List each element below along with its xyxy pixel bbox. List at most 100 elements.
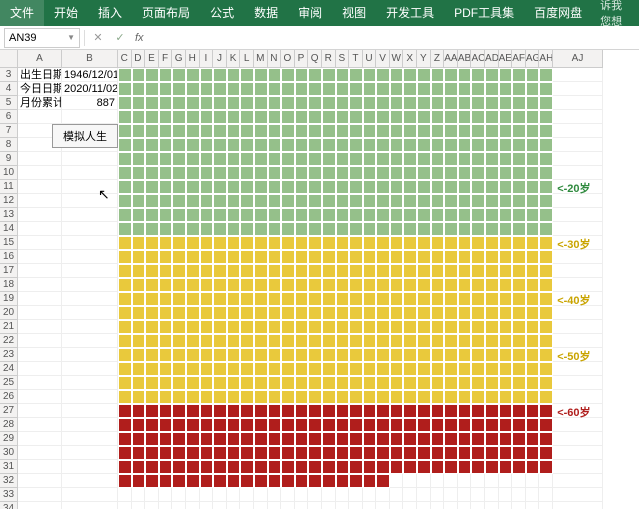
cell-H22[interactable] bbox=[186, 334, 200, 348]
cell-U33[interactable] bbox=[363, 488, 377, 502]
cell-E17[interactable] bbox=[145, 264, 159, 278]
cell-E10[interactable] bbox=[145, 166, 159, 180]
cell-E23[interactable] bbox=[145, 348, 159, 362]
cell-U32[interactable] bbox=[363, 474, 377, 488]
cell-L22[interactable] bbox=[240, 334, 254, 348]
cell-A20[interactable] bbox=[18, 306, 62, 320]
cell-G5[interactable] bbox=[172, 96, 186, 110]
cell-AE16[interactable] bbox=[499, 250, 513, 264]
cell-P6[interactable] bbox=[295, 110, 309, 124]
cell-AJ29[interactable] bbox=[553, 432, 603, 446]
cell-W8[interactable] bbox=[390, 138, 404, 152]
cell-Y20[interactable] bbox=[417, 306, 431, 320]
cell-V15[interactable] bbox=[376, 236, 390, 250]
cell-C15[interactable] bbox=[118, 236, 132, 250]
cell-O30[interactable] bbox=[281, 446, 295, 460]
cell-K27[interactable] bbox=[227, 404, 241, 418]
cell-G28[interactable] bbox=[172, 418, 186, 432]
cell-N29[interactable] bbox=[268, 432, 282, 446]
cell-J24[interactable] bbox=[213, 362, 227, 376]
cell-S7[interactable] bbox=[336, 124, 350, 138]
cell-B19[interactable] bbox=[62, 292, 118, 306]
cell-E33[interactable] bbox=[145, 488, 159, 502]
cell-P32[interactable] bbox=[295, 474, 309, 488]
cell-S9[interactable] bbox=[336, 152, 350, 166]
cell-AG3[interactable] bbox=[526, 68, 540, 82]
cell-AF7[interactable] bbox=[512, 124, 526, 138]
cell-AH23[interactable] bbox=[539, 348, 553, 362]
cell-AF3[interactable] bbox=[512, 68, 526, 82]
cell-I8[interactable] bbox=[200, 138, 214, 152]
cell-AF19[interactable] bbox=[512, 292, 526, 306]
cell-D5[interactable] bbox=[132, 96, 146, 110]
cell-J7[interactable] bbox=[213, 124, 227, 138]
cell-R15[interactable] bbox=[322, 236, 336, 250]
cell-M11[interactable] bbox=[254, 180, 268, 194]
cell-D18[interactable] bbox=[132, 278, 146, 292]
cell-Q31[interactable] bbox=[308, 460, 322, 474]
cell-Q19[interactable] bbox=[308, 292, 322, 306]
cell-Z24[interactable] bbox=[431, 362, 445, 376]
cell-E14[interactable] bbox=[145, 222, 159, 236]
cell-B28[interactable] bbox=[62, 418, 118, 432]
cell-C30[interactable] bbox=[118, 446, 132, 460]
cell-G15[interactable] bbox=[172, 236, 186, 250]
cell-P30[interactable] bbox=[295, 446, 309, 460]
cell-R18[interactable] bbox=[322, 278, 336, 292]
cell-Z28[interactable] bbox=[431, 418, 445, 432]
cell-K18[interactable] bbox=[227, 278, 241, 292]
cell-R24[interactable] bbox=[322, 362, 336, 376]
cell-N31[interactable] bbox=[268, 460, 282, 474]
cell-Q17[interactable] bbox=[308, 264, 322, 278]
cell-P27[interactable] bbox=[295, 404, 309, 418]
cell-B12[interactable] bbox=[62, 194, 118, 208]
cell-K22[interactable] bbox=[227, 334, 241, 348]
cell-M34[interactable] bbox=[254, 502, 268, 509]
cell-AD20[interactable] bbox=[485, 306, 499, 320]
col-header-AH[interactable]: AH bbox=[539, 50, 553, 68]
cell-N18[interactable] bbox=[268, 278, 282, 292]
cell-T21[interactable] bbox=[349, 320, 363, 334]
cell-Y7[interactable] bbox=[417, 124, 431, 138]
cell-AG26[interactable] bbox=[526, 390, 540, 404]
cell-S11[interactable] bbox=[336, 180, 350, 194]
cell-O20[interactable] bbox=[281, 306, 295, 320]
cell-S5[interactable] bbox=[336, 96, 350, 110]
cell-AF24[interactable] bbox=[512, 362, 526, 376]
cell-R20[interactable] bbox=[322, 306, 336, 320]
cell-AA24[interactable] bbox=[444, 362, 458, 376]
col-header-I[interactable]: I bbox=[200, 50, 214, 68]
cell-M25[interactable] bbox=[254, 376, 268, 390]
cell-P16[interactable] bbox=[295, 250, 309, 264]
cell-J14[interactable] bbox=[213, 222, 227, 236]
cell-AD22[interactable] bbox=[485, 334, 499, 348]
cell-U15[interactable] bbox=[363, 236, 377, 250]
row-header-22[interactable]: 22 bbox=[0, 334, 18, 348]
cell-C31[interactable] bbox=[118, 460, 132, 474]
cell-M3[interactable] bbox=[254, 68, 268, 82]
cell-S26[interactable] bbox=[336, 390, 350, 404]
cell-S16[interactable] bbox=[336, 250, 350, 264]
cell-D30[interactable] bbox=[132, 446, 146, 460]
cell-AC4[interactable] bbox=[471, 82, 485, 96]
cell-AG6[interactable] bbox=[526, 110, 540, 124]
cell-AB31[interactable] bbox=[458, 460, 472, 474]
name-box[interactable]: AN39 ▼ bbox=[4, 28, 80, 48]
cell-AG4[interactable] bbox=[526, 82, 540, 96]
cell-AH11[interactable] bbox=[539, 180, 553, 194]
cell-A32[interactable] bbox=[18, 474, 62, 488]
cell-V18[interactable] bbox=[376, 278, 390, 292]
cell-I4[interactable] bbox=[200, 82, 214, 96]
cell-AF9[interactable] bbox=[512, 152, 526, 166]
cell-AC30[interactable] bbox=[471, 446, 485, 460]
cell-AD3[interactable] bbox=[485, 68, 499, 82]
cell-J12[interactable] bbox=[213, 194, 227, 208]
cell-A16[interactable] bbox=[18, 250, 62, 264]
cell-G26[interactable] bbox=[172, 390, 186, 404]
cell-Y4[interactable] bbox=[417, 82, 431, 96]
cell-AH18[interactable] bbox=[539, 278, 553, 292]
cell-G6[interactable] bbox=[172, 110, 186, 124]
cell-AB26[interactable] bbox=[458, 390, 472, 404]
cell-Q18[interactable] bbox=[308, 278, 322, 292]
cell-B29[interactable] bbox=[62, 432, 118, 446]
